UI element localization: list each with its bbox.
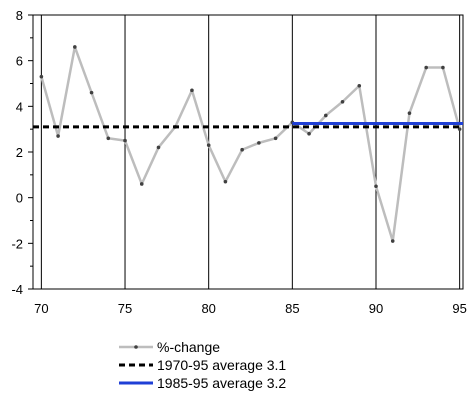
data-point-79 [190, 88, 194, 93]
data-point-91 [390, 239, 395, 243]
y-tick-label-2: 2 [16, 145, 23, 160]
data-point-74 [106, 136, 111, 141]
legend-label-percent-change: %-change [157, 339, 221, 355]
x-tick-label-90: 90 [369, 301, 383, 316]
y-tick-label-0: 0 [16, 191, 23, 206]
y-tick-label--4: -4 [11, 282, 23, 297]
x-tick-label-80: 80 [201, 301, 215, 316]
data-point-87 [324, 113, 328, 118]
data-point-92 [407, 111, 412, 115]
data-point-77 [156, 145, 161, 150]
data-point-94 [441, 65, 445, 70]
data-point-82 [240, 147, 244, 152]
legend-swatch-percent-change [117, 341, 155, 353]
x-tick-label-70: 70 [34, 301, 48, 316]
legend: %-change 1970-95 average 3.1 1985-95 ave… [117, 338, 286, 392]
data-point-70 [39, 74, 44, 79]
x-tick-label-75: 75 [118, 301, 132, 316]
data-point-83 [257, 141, 261, 145]
x-tick-label-95: 95 [452, 301, 466, 316]
legend-swatch-1970-95-average [117, 359, 155, 371]
y-tick-label--2: -2 [11, 236, 23, 251]
y-tick-label-4: 4 [16, 99, 23, 114]
data-point-84 [273, 136, 278, 141]
data-point-88 [340, 99, 345, 104]
data-point-93 [424, 65, 428, 70]
data-point-75 [123, 138, 127, 143]
data-point-71 [56, 134, 60, 138]
legend-label-1970-95-average: 1970-95 average 3.1 [157, 357, 287, 373]
legend-item-1985-95-average: 1985-95 average 3.2 [117, 374, 286, 392]
data-point-81 [223, 179, 228, 184]
data-point-90 [374, 184, 378, 189]
data-point-89 [357, 83, 362, 88]
data-point-73 [89, 90, 94, 95]
series-line-0 [40, 45, 461, 243]
data-point-76 [139, 182, 144, 186]
data-point-72 [73, 45, 77, 49]
line-chart: -4 -2 0 2 4 6 8 70 75 80 85 90 95 [11, 8, 466, 316]
legend-swatch-1985-95-average [117, 377, 155, 389]
legend-item-1970-95-average: 1970-95 average 3.1 [117, 356, 286, 374]
y-tick-label-8: 8 [16, 8, 23, 23]
data-point-80 [206, 143, 211, 147]
legend-label-1985-95-average: 1985-95 average 3.2 [157, 375, 287, 391]
plot-frame [32, 14, 464, 290]
data-point-86 [307, 131, 311, 136]
x-tick-label-85: 85 [285, 301, 299, 316]
legend-item-percent-change: %-change [117, 338, 286, 356]
y-tick-label-6: 6 [16, 54, 23, 69]
